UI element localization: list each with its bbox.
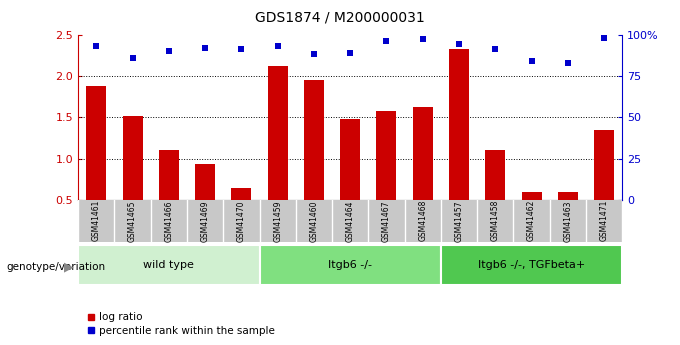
Point xyxy=(454,42,464,47)
Bar xyxy=(268,66,288,200)
Text: GSM41457: GSM41457 xyxy=(454,200,464,242)
Text: GSM41471: GSM41471 xyxy=(600,200,609,242)
Text: ▶: ▶ xyxy=(64,261,73,274)
Text: Itgb6 -/-, TGFbeta+: Itgb6 -/-, TGFbeta+ xyxy=(478,260,585,270)
Bar xyxy=(486,150,505,200)
Text: GSM41461: GSM41461 xyxy=(92,200,101,242)
Bar xyxy=(195,165,215,200)
Bar xyxy=(260,245,441,285)
Point xyxy=(562,60,573,66)
Point xyxy=(598,35,609,41)
Text: GSM41463: GSM41463 xyxy=(563,200,573,242)
Bar xyxy=(159,150,179,200)
Text: GSM41462: GSM41462 xyxy=(527,200,536,242)
Text: GSM41464: GSM41464 xyxy=(345,200,355,242)
Bar xyxy=(449,49,469,200)
Text: GSM41467: GSM41467 xyxy=(382,200,391,242)
Text: GSM41470: GSM41470 xyxy=(237,200,246,242)
Text: GSM41465: GSM41465 xyxy=(128,200,137,242)
Point xyxy=(163,48,174,54)
Bar xyxy=(340,119,360,200)
Point xyxy=(91,43,102,49)
Text: genotype/variation: genotype/variation xyxy=(7,263,106,272)
Point xyxy=(236,47,247,52)
Point xyxy=(345,50,356,56)
Bar xyxy=(231,188,252,200)
Point xyxy=(381,38,392,44)
Text: wild type: wild type xyxy=(143,260,194,270)
Text: GSM41466: GSM41466 xyxy=(165,200,173,242)
Point xyxy=(200,45,211,50)
Point xyxy=(490,47,500,52)
Text: GSM41458: GSM41458 xyxy=(491,200,500,242)
Text: Itgb6 -/-: Itgb6 -/- xyxy=(328,260,372,270)
Point xyxy=(526,58,537,64)
Text: GSM41460: GSM41460 xyxy=(309,200,318,242)
Bar xyxy=(122,116,143,200)
Text: GDS1874 / M200000031: GDS1874 / M200000031 xyxy=(255,10,425,24)
Point xyxy=(309,52,320,57)
Bar xyxy=(441,245,622,285)
Bar xyxy=(86,86,106,200)
Point xyxy=(418,37,428,42)
Point xyxy=(127,55,138,60)
Bar xyxy=(558,192,578,200)
Point xyxy=(272,43,283,49)
Bar xyxy=(413,107,432,200)
Bar xyxy=(594,130,614,200)
Legend: log ratio, percentile rank within the sample: log ratio, percentile rank within the sa… xyxy=(84,308,279,340)
Text: GSM41459: GSM41459 xyxy=(273,200,282,242)
Text: GSM41469: GSM41469 xyxy=(201,200,209,242)
Bar xyxy=(522,192,541,200)
Text: GSM41468: GSM41468 xyxy=(418,200,427,242)
Bar xyxy=(304,80,324,200)
Bar xyxy=(377,111,396,200)
Bar xyxy=(78,245,260,285)
